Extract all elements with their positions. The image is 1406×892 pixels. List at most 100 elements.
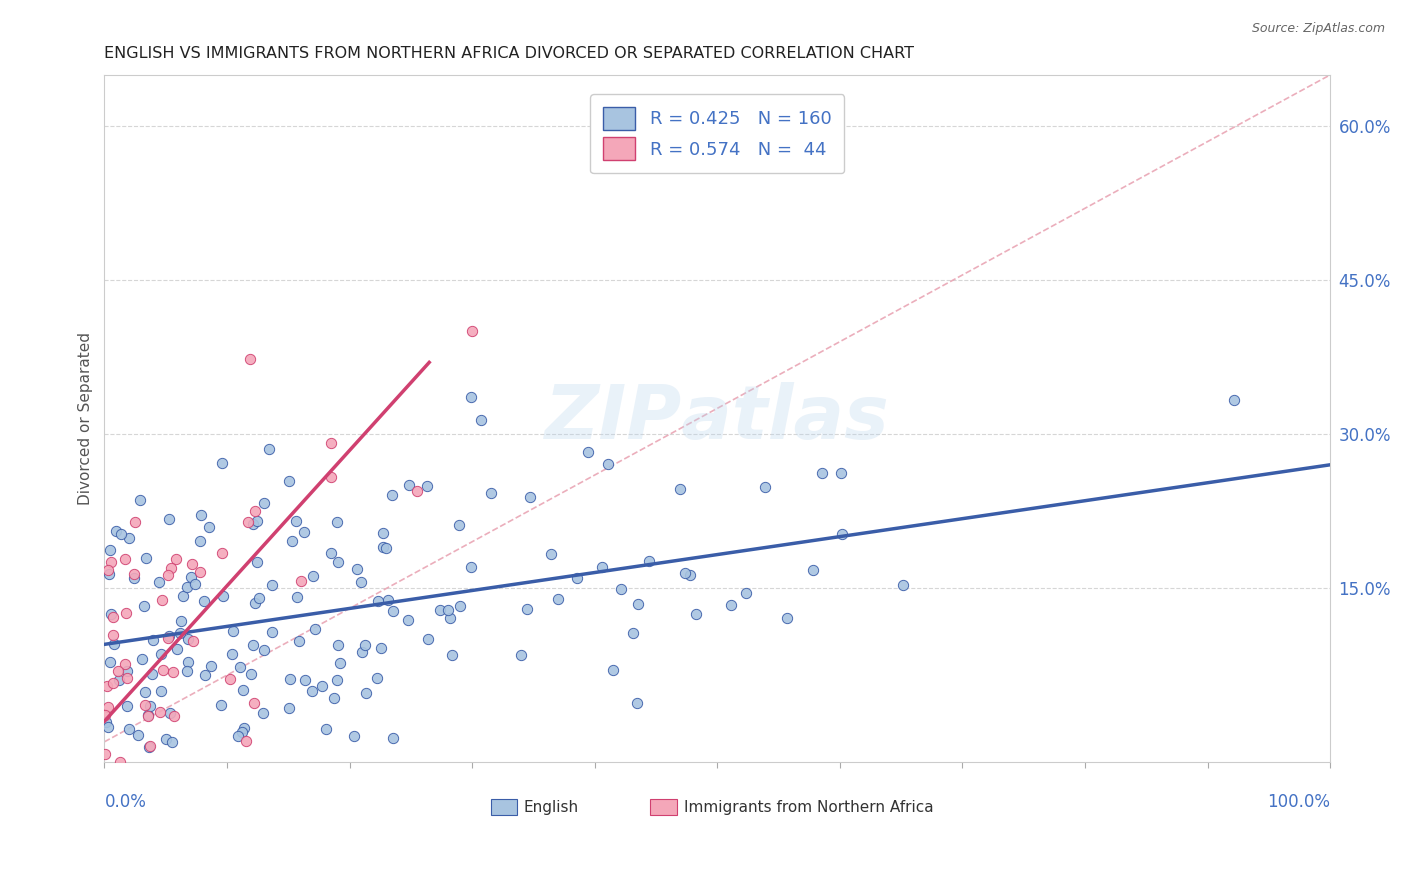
Point <box>720 599 742 613</box>
Point <box>103 637 125 651</box>
Point <box>515 602 537 616</box>
Point <box>382 731 405 745</box>
Point <box>247 591 270 605</box>
Point <box>801 564 824 578</box>
Point <box>429 603 451 617</box>
Point <box>159 706 181 721</box>
Point <box>96 715 118 730</box>
Point <box>321 435 343 450</box>
Point <box>811 467 834 481</box>
Point <box>440 648 463 663</box>
Point <box>127 728 149 742</box>
Point <box>891 577 914 591</box>
Point <box>97 699 120 714</box>
Point <box>170 614 193 628</box>
Point <box>776 611 799 625</box>
Point <box>262 625 284 640</box>
Point <box>124 515 146 529</box>
Point <box>416 478 439 492</box>
Point <box>112 786 135 800</box>
Point <box>232 683 254 698</box>
Point <box>242 772 264 786</box>
Point <box>157 629 180 643</box>
Point <box>565 571 588 585</box>
Point <box>110 527 132 541</box>
Point <box>143 786 166 800</box>
Point <box>328 638 350 652</box>
Point <box>278 474 301 488</box>
Point <box>149 706 172 720</box>
Point <box>209 698 232 712</box>
Point <box>285 590 308 604</box>
Text: English: English <box>523 799 579 814</box>
Point <box>460 390 482 404</box>
Point <box>321 469 343 483</box>
Point <box>591 559 613 574</box>
Point <box>190 508 212 523</box>
Text: ENGLISH VS IMMIGRANTS FROM NORTHERN AFRICA DIVORCED OR SEPARATED CORRELATION CHA: ENGLISH VS IMMIGRANTS FROM NORTHERN AFRI… <box>104 46 914 62</box>
Point <box>1222 392 1244 407</box>
Point <box>94 747 117 761</box>
Point <box>278 701 301 715</box>
Point <box>160 561 183 575</box>
Point <box>242 516 264 531</box>
Point <box>108 673 131 687</box>
Point <box>346 562 368 576</box>
Point <box>193 594 215 608</box>
Point <box>621 626 644 640</box>
Point <box>101 610 124 624</box>
Point <box>377 593 399 607</box>
Point <box>416 632 439 646</box>
Point <box>105 524 128 538</box>
Point <box>118 532 141 546</box>
Point <box>200 659 222 673</box>
Point <box>221 648 243 662</box>
Point <box>135 551 157 566</box>
Point <box>381 488 404 502</box>
Point <box>139 698 162 713</box>
Point <box>226 729 249 743</box>
Point <box>188 533 211 548</box>
Point <box>181 634 204 648</box>
Point <box>180 570 202 584</box>
Point <box>831 527 853 541</box>
Point <box>139 739 162 753</box>
Point <box>460 560 482 574</box>
Point <box>371 525 394 540</box>
Point <box>675 566 697 580</box>
Point <box>118 722 141 736</box>
Text: Immigrants from Northern Africa: Immigrants from Northern Africa <box>685 799 934 814</box>
Point <box>734 585 756 599</box>
Point <box>245 504 267 518</box>
Text: 100.0%: 100.0% <box>1267 793 1330 812</box>
Point <box>287 634 309 648</box>
Point <box>242 638 264 652</box>
Point <box>253 643 276 657</box>
Point <box>114 657 136 672</box>
Point <box>172 589 194 603</box>
Point <box>222 624 245 639</box>
Point <box>321 546 343 560</box>
Point <box>150 593 173 607</box>
Point <box>176 664 198 678</box>
Point <box>240 666 263 681</box>
Text: ZIP​atlas: ZIP​atlas <box>546 382 890 455</box>
Point <box>101 628 124 642</box>
Point <box>115 607 138 621</box>
Point <box>669 482 692 496</box>
Point <box>194 668 217 682</box>
Point <box>163 709 186 723</box>
Point <box>100 543 122 558</box>
Point <box>253 495 276 509</box>
Point <box>352 645 374 659</box>
Point <box>184 577 207 591</box>
Point <box>679 568 702 582</box>
Point <box>325 673 347 687</box>
Point <box>134 698 156 713</box>
Point <box>232 721 254 735</box>
Point <box>509 648 531 662</box>
Point <box>461 325 484 339</box>
Point <box>155 732 177 747</box>
Point <box>115 664 138 678</box>
Point <box>754 480 776 494</box>
